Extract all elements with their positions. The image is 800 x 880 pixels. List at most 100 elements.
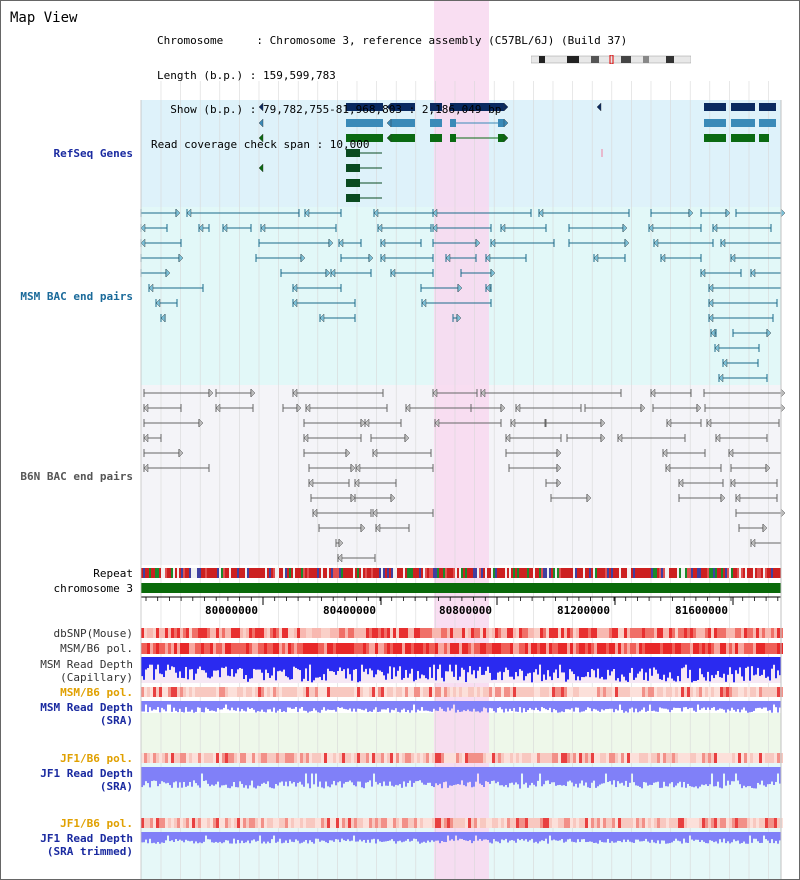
depth-bar (231, 767, 233, 787)
heat-cell (234, 687, 237, 697)
depth-bar (577, 701, 579, 708)
heat-cell (195, 818, 198, 828)
heat-cell (294, 753, 297, 763)
depth-bar (617, 701, 619, 711)
heat-cell (462, 753, 465, 763)
heat-cell (654, 818, 657, 828)
depth-bar (391, 832, 393, 840)
heat-cell (399, 643, 402, 654)
heat-cell (270, 753, 273, 763)
heat-cell (144, 643, 147, 654)
heat-cell (321, 628, 324, 638)
heat-cell (186, 753, 189, 763)
depth-bar (541, 701, 543, 708)
depth-bar (309, 767, 311, 789)
strand-arrow (328, 238, 334, 248)
depth-bar (705, 657, 707, 681)
depth-bar (719, 657, 721, 678)
heat-cell (540, 818, 543, 828)
strand-arrow (780, 208, 786, 218)
repeat-element (549, 568, 551, 578)
depth-bar (593, 701, 595, 709)
track-label-refseq[interactable]: RefSeq Genes (53, 147, 133, 160)
heat-cell (450, 753, 453, 763)
heat-cell (690, 818, 693, 828)
repeat-element (553, 568, 555, 578)
repeat-element (449, 568, 451, 578)
depth-bar (751, 701, 753, 712)
depth-bar (413, 767, 415, 783)
heat-cell (423, 753, 426, 763)
depth-bar (205, 832, 207, 836)
depth-bar (231, 657, 233, 670)
heat-cell (186, 628, 189, 638)
track-label-b6n-bac[interactable]: B6N BAC end pairs (20, 470, 133, 483)
heat-cell (294, 818, 297, 828)
heat-cell (225, 628, 228, 638)
repeat-element (301, 568, 303, 578)
depth-bar (777, 767, 779, 774)
depth-bar (695, 767, 697, 787)
depth-bar (363, 767, 365, 789)
depth-bar (515, 657, 517, 673)
repeat-element (353, 568, 355, 578)
depth-bar (259, 657, 261, 670)
heat-cell (447, 628, 450, 638)
depth-bar (629, 657, 631, 673)
depth-bar (253, 767, 255, 788)
depth-bar (165, 657, 167, 671)
depth-bar (635, 767, 637, 786)
depth-bar (581, 657, 583, 678)
depth-bar (503, 657, 505, 673)
depth-bar (627, 767, 629, 787)
heat-cell (198, 818, 201, 828)
depth-bar (439, 832, 441, 844)
heat-cell (333, 687, 336, 697)
heat-cell (546, 628, 549, 638)
depth-bar (671, 832, 673, 843)
heat-cell (495, 818, 498, 828)
depth-bar (293, 701, 295, 709)
repeat-element (417, 568, 419, 578)
chromosome-ideogram[interactable] (531, 55, 691, 64)
heat-cell (408, 643, 411, 654)
track-label-msm-bac[interactable]: MSM BAC end pairs (20, 290, 133, 303)
heat-cell (189, 753, 192, 763)
depth-bar (341, 657, 343, 672)
repeat-element (249, 568, 251, 578)
heat-cell (366, 818, 369, 828)
heat-cell (222, 753, 225, 763)
depth-bar (487, 701, 489, 713)
heat-cell (510, 818, 513, 828)
heat-cell (540, 753, 543, 763)
depth-bar (263, 657, 265, 681)
heat-cell (435, 687, 438, 697)
repeat-element (149, 568, 151, 578)
heat-cell (714, 628, 717, 638)
heat-cell (492, 818, 495, 828)
depth-bar (711, 657, 713, 676)
depth-bar (629, 701, 631, 709)
heat-cell (588, 628, 591, 638)
heat-cell (675, 687, 678, 697)
heat-cell (693, 818, 696, 828)
heat-cell (498, 687, 501, 697)
depth-bar (775, 832, 777, 841)
heat-cell (420, 753, 423, 763)
heat-cell (150, 753, 153, 763)
heat-cell (291, 753, 294, 763)
heat-cell (555, 818, 558, 828)
repeat-element (619, 568, 621, 578)
depth-bar (509, 701, 511, 709)
heat-cell (216, 753, 219, 763)
heat-cell (582, 687, 585, 697)
depth-bar (597, 767, 599, 787)
depth-bar (219, 657, 221, 678)
heat-cell (339, 643, 342, 654)
depth-bar (609, 701, 611, 709)
heat-cell (585, 818, 588, 828)
heat-cell (471, 643, 474, 654)
depth-bar (483, 832, 485, 840)
strand-arrow (730, 253, 736, 263)
depth-bar (163, 657, 165, 678)
